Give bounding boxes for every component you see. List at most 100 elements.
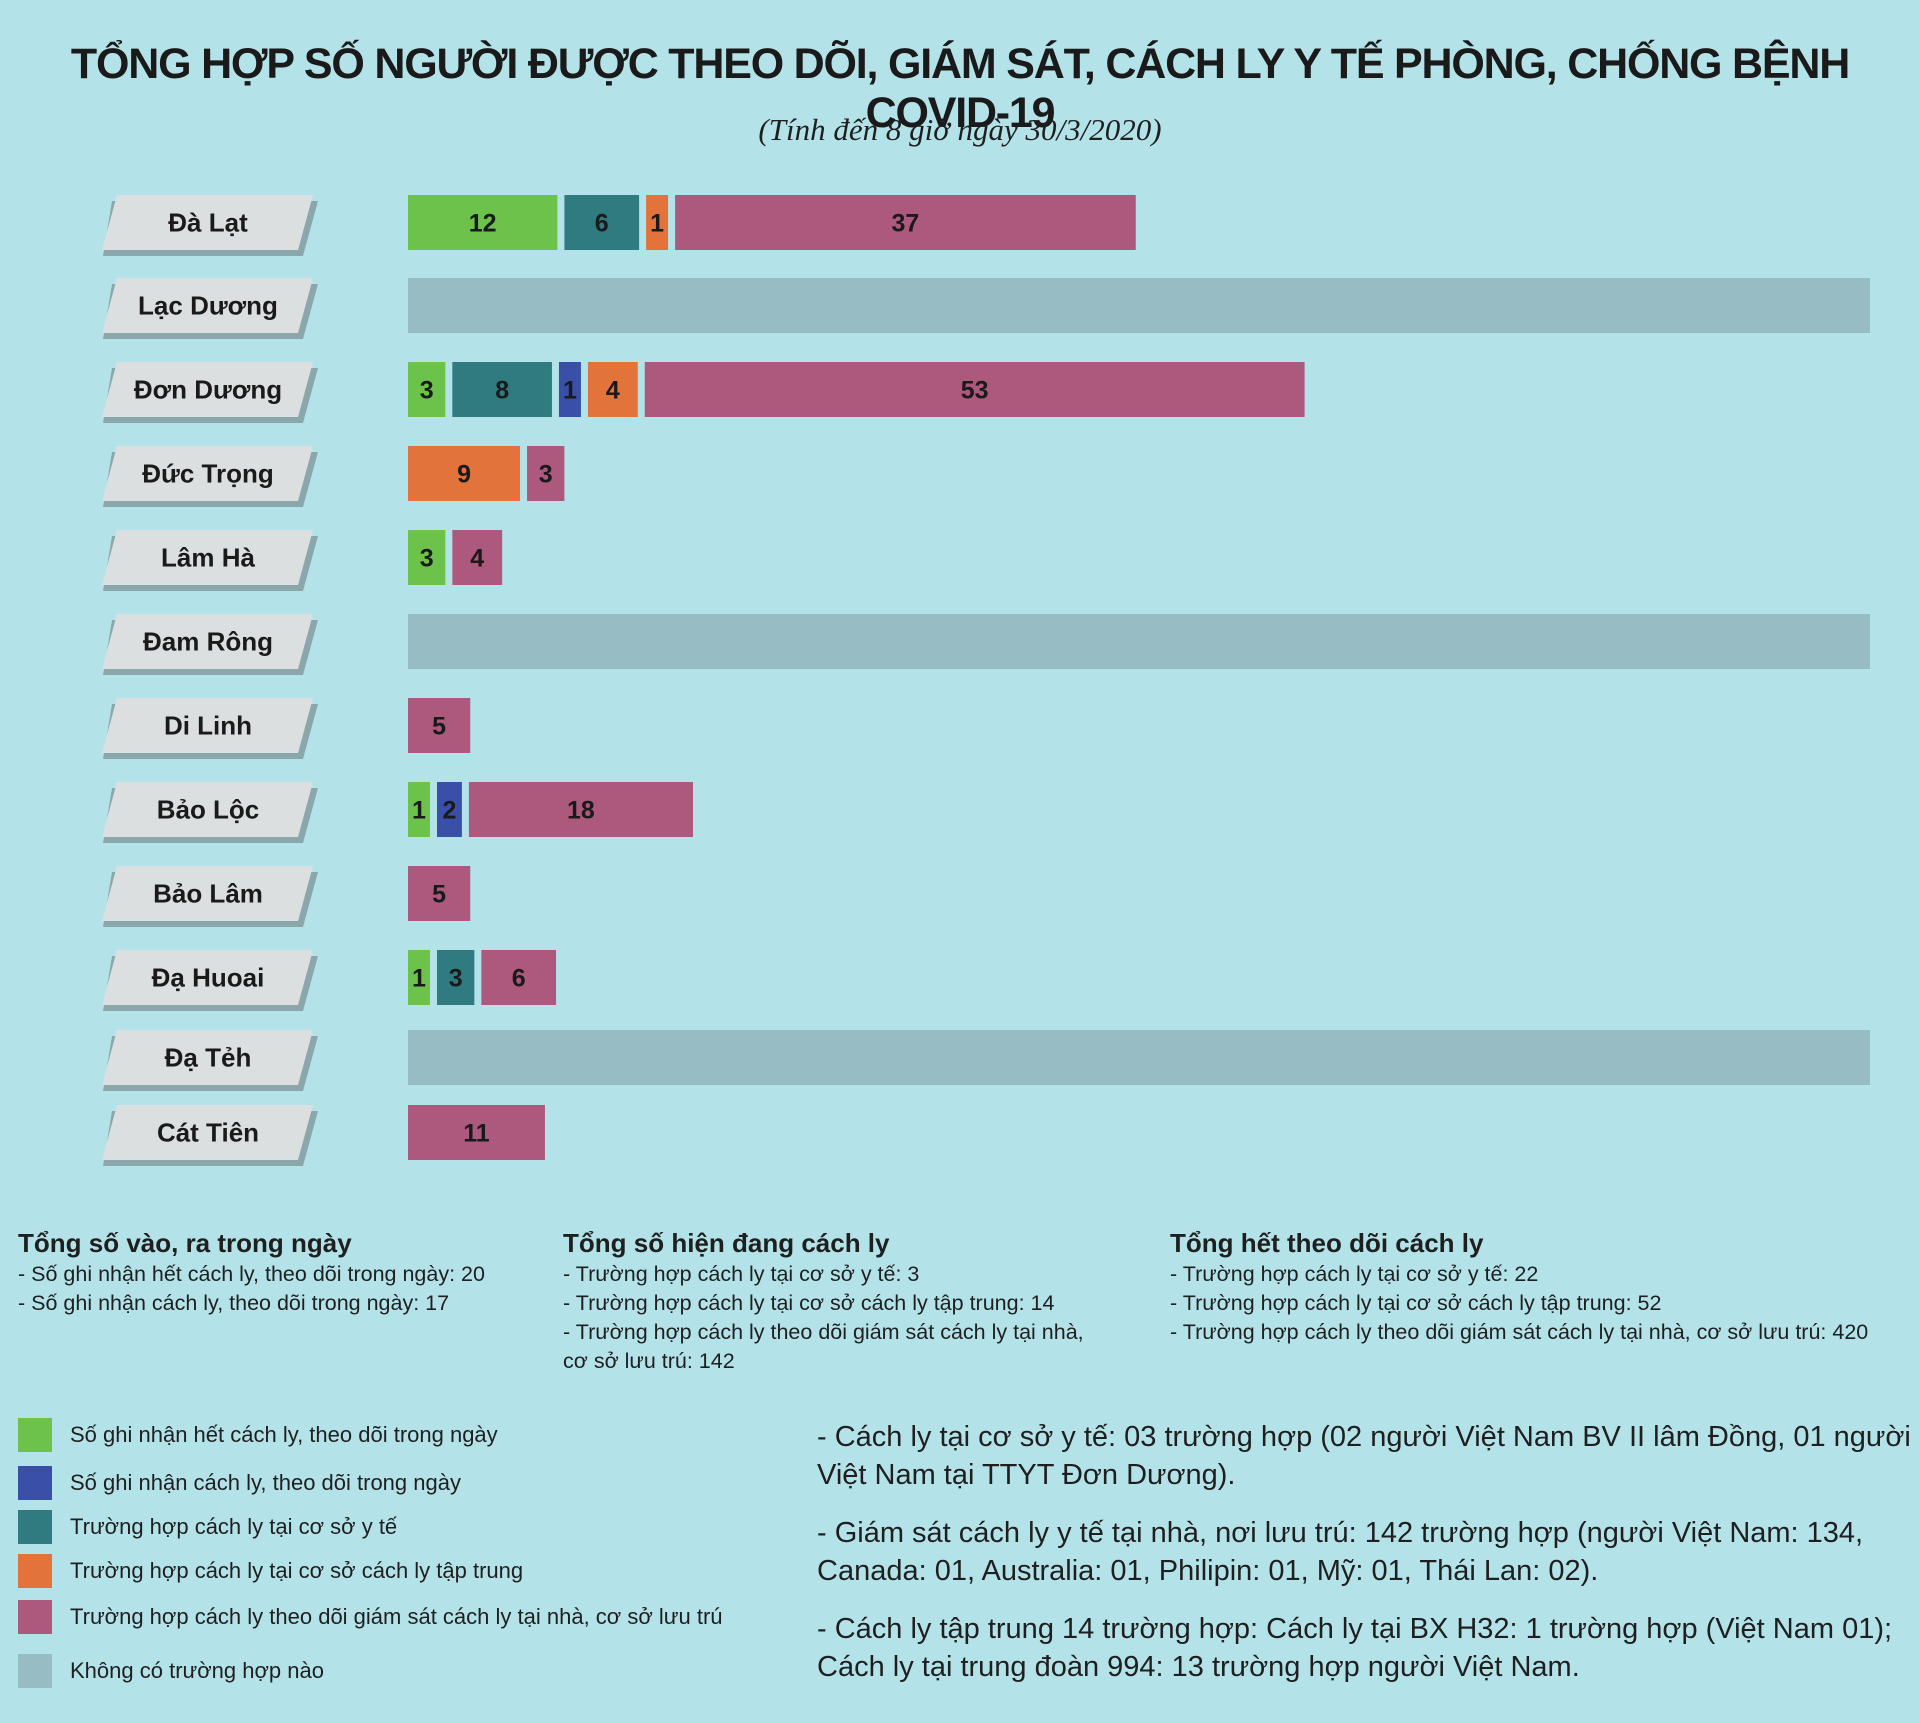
summary-line: - Số ghi nhận cách ly, theo dõi trong ng… xyxy=(18,1291,450,1315)
bar-segment xyxy=(437,782,462,837)
summary-heading: Tổng số hiện đang cách ly xyxy=(563,1228,890,1258)
bar-value-label: 9 xyxy=(457,461,471,489)
legend-label: Trường hợp cách ly theo dõi giám sát các… xyxy=(70,1604,723,1629)
category-label: Đức Trọng xyxy=(142,459,274,489)
category-label: Đạ Tẻh xyxy=(165,1043,252,1073)
legend-swatch xyxy=(18,1654,52,1688)
summary-heading: Tổng số vào, ra trong ngày xyxy=(18,1228,352,1258)
bar-segment xyxy=(408,1105,545,1160)
legend-swatch xyxy=(18,1418,52,1452)
bar-segment xyxy=(481,950,557,1005)
category-label: Lạc Dương xyxy=(138,291,278,321)
bar-segment xyxy=(558,362,581,417)
bar-segment xyxy=(408,362,446,417)
category-label: Cát Tiên xyxy=(157,1118,259,1148)
bar-segment xyxy=(437,950,475,1005)
category-tag xyxy=(102,362,313,417)
bar-none xyxy=(408,614,1870,669)
bar-segment xyxy=(646,195,669,250)
category-label: Di Linh xyxy=(164,711,252,741)
page-subtitle: (Tính đến 8 giờ ngày 30/3/2020) xyxy=(758,112,1162,147)
category-tag xyxy=(102,1105,313,1160)
bar-segment xyxy=(452,530,503,585)
bar-value-label: 4 xyxy=(470,545,484,573)
bar-segment xyxy=(527,446,565,501)
bar-segment xyxy=(468,782,693,837)
bar-value-label: 6 xyxy=(595,210,609,238)
category-tag xyxy=(102,866,313,921)
legend-swatch xyxy=(18,1554,52,1588)
notes-block: - Cách ly tại cơ sở y tế: 03 trường hợp … xyxy=(817,1418,1912,1706)
summary-line: - Số ghi nhận hết cách ly, theo dõi tron… xyxy=(18,1262,485,1286)
bar-value-label: 11 xyxy=(463,1120,490,1148)
category-tag xyxy=(102,446,313,501)
bar-value-label: 4 xyxy=(606,377,620,405)
bar-value-label: 3 xyxy=(420,545,434,573)
summary-line: - Trường hợp cách ly tại cơ sở y tế: 22 xyxy=(1170,1262,1539,1286)
category-tag xyxy=(102,1030,313,1085)
bar-value-label: 6 xyxy=(512,965,526,993)
bar-segment xyxy=(408,530,446,585)
legend-label: Trường hợp cách ly tại cơ sở y tế xyxy=(70,1514,398,1539)
bar-value-label: 1 xyxy=(563,377,577,405)
bar-segment xyxy=(675,195,1136,250)
bar-segment xyxy=(408,782,430,837)
bar-value-label: 2 xyxy=(442,797,456,825)
note-paragraph: - Cách ly tại cơ sở y tế: 03 trường hợp … xyxy=(817,1421,1911,1491)
summary-daily: Tổng số vào, ra trong ngày - Số ghi nhận… xyxy=(18,1226,538,1318)
category-label: Bảo Lộc xyxy=(157,795,260,825)
category-label: Đà Lạt xyxy=(168,208,248,238)
category-label: Đạ Huoai xyxy=(152,963,265,993)
bar-value-label: 3 xyxy=(420,377,434,405)
bar-none xyxy=(408,278,1870,333)
category-tag xyxy=(102,530,313,585)
bar-none xyxy=(408,1030,1870,1085)
bar-value-label: 5 xyxy=(432,881,446,909)
legend-item: Không có trường hợp nào xyxy=(18,1654,778,1688)
bar-segment xyxy=(408,866,471,921)
bar-segment xyxy=(408,195,558,250)
bar-value-label: 8 xyxy=(495,377,509,405)
legend-label: Số ghi nhận hết cách ly, theo dõi trong … xyxy=(70,1422,498,1447)
legend-swatch xyxy=(18,1466,52,1500)
summary-finished: Tổng hết theo dõi cách ly - Trường hợp c… xyxy=(1170,1226,1910,1347)
category-tag xyxy=(102,950,313,1005)
summary-line: - Trường hợp cách ly theo dõi giám sát c… xyxy=(563,1320,1084,1373)
legend-item: Trường hợp cách ly theo dõi giám sát các… xyxy=(18,1600,778,1634)
legend-label: Trường hợp cách ly tại cơ sở cách ly tập… xyxy=(70,1558,524,1583)
bar-value-label: 53 xyxy=(961,377,989,405)
summary-line: - Trường hợp cách ly theo dõi giám sát c… xyxy=(1170,1320,1869,1344)
bar-value-label: 12 xyxy=(469,210,497,238)
bar-segment xyxy=(408,950,430,1005)
legend-swatch xyxy=(18,1600,52,1634)
legend-item: Trường hợp cách ly tại cơ sở y tế xyxy=(18,1510,778,1544)
bar-segment xyxy=(408,698,471,753)
bar-value-label: 18 xyxy=(567,797,595,825)
bar-value-label: 37 xyxy=(892,210,920,238)
bar-value-label: 3 xyxy=(539,461,553,489)
legend-item: Số ghi nhận hết cách ly, theo dõi trong … xyxy=(18,1418,778,1452)
bar-segment xyxy=(587,362,638,417)
category-tag xyxy=(102,195,313,250)
bar-value-label: 1 xyxy=(412,797,426,825)
category-tag xyxy=(102,782,313,837)
category-tag xyxy=(102,278,313,333)
category-label: Đam Rông xyxy=(143,627,273,657)
bar-segment xyxy=(564,195,640,250)
bar-segment xyxy=(452,362,552,417)
note-paragraph: - Cách ly tập trung 14 trường hợp: Cách … xyxy=(817,1613,1893,1683)
legend-item: Số ghi nhận cách ly, theo dõi trong ngày xyxy=(18,1466,778,1500)
legend-swatch xyxy=(18,1510,52,1544)
summary-line: - Trường hợp cách ly tại cơ sở cách ly t… xyxy=(563,1291,1055,1315)
bar-segment xyxy=(644,362,1305,417)
bar-value-label: 1 xyxy=(650,210,664,238)
legend-label: Số ghi nhận cách ly, theo dõi trong ngày xyxy=(70,1470,461,1495)
bar-value-label: 5 xyxy=(432,713,446,741)
summary-line: - Trường hợp cách ly tại cơ sở cách ly t… xyxy=(1170,1291,1662,1315)
category-label: Lâm Hà xyxy=(161,543,255,573)
legend-label: Không có trường hợp nào xyxy=(70,1658,324,1683)
bar-value-label: 1 xyxy=(412,965,426,993)
category-tag xyxy=(102,614,313,669)
category-label: Đơn Dương xyxy=(134,375,282,405)
